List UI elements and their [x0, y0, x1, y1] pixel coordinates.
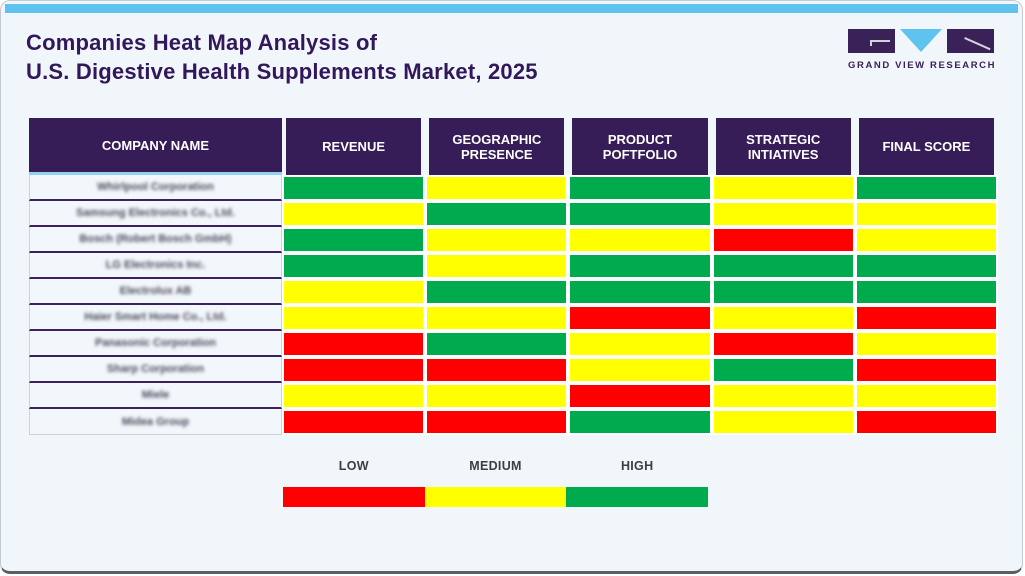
heat-cell-medium: [568, 331, 712, 357]
gvr-logo: GRAND VIEW RESEARCH: [848, 29, 997, 71]
heat-cell-medium: [711, 201, 855, 227]
company-cell: Sharp Corporation: [29, 357, 282, 383]
title-line-2: U.S. Digestive Health Supplements Market…: [26, 59, 538, 84]
heat-cell-low: [282, 331, 426, 357]
heat-cell-high: [425, 279, 569, 305]
column-header-1: REVENUE: [286, 118, 422, 175]
column-header-2: GEOGRAPHIC PRESENCE: [429, 118, 565, 175]
logo-letter-r-icon: [947, 29, 994, 53]
company-name: Bosch (Robert Bosch GmbH): [79, 233, 232, 245]
logo-letter-g-icon: [848, 29, 895, 53]
title-line-1: Companies Heat Map Analysis of: [26, 30, 378, 55]
heat-cell-medium: [425, 305, 569, 331]
page-title: Companies Heat Map Analysis of U.S. Dige…: [26, 28, 538, 86]
column-header-4: STRATEGIC INTIATIVES: [715, 118, 851, 175]
heat-cell-low: [425, 409, 569, 435]
legend-labels: LOW MEDIUM HIGH: [283, 459, 708, 473]
company-cell: Samsung Electronics Co., Ltd.: [29, 201, 282, 227]
heat-cell-low: [711, 227, 855, 253]
logo-wordmark: GRAND VIEW RESEARCH: [848, 60, 997, 71]
heat-cell-high: [568, 409, 712, 435]
legend: LOW MEDIUM HIGH: [283, 459, 709, 507]
heat-cell-high: [568, 279, 712, 305]
company-cell: Panasonic Corporation: [29, 331, 282, 357]
gvr-logo-marks: [848, 29, 994, 54]
heat-cell-low: [854, 305, 998, 331]
heat-cell-high: [425, 201, 569, 227]
heat-cell-low: [282, 357, 426, 383]
heat-cell-low: [425, 357, 569, 383]
heat-cell-high: [282, 227, 426, 253]
heat-cell-medium: [425, 253, 569, 279]
company-name: Sharp Corporation: [106, 363, 205, 375]
heat-cell-high: [854, 279, 998, 305]
company-name: Midea Group: [121, 415, 190, 428]
heat-cell-medium: [854, 331, 998, 357]
company-name: Panasonic Corporation: [94, 337, 217, 349]
heat-cell-medium: [282, 383, 426, 409]
heat-cell-medium: [711, 409, 855, 435]
heat-cell-medium: [711, 175, 855, 201]
heat-cell-medium: [854, 227, 998, 253]
heatmap-table: COMPANY NAME REVENUE GEOGRAPHIC PRESENCE PR…: [29, 118, 998, 435]
company-cell: Bosch (Robert Bosch GmbH): [29, 227, 282, 253]
heat-cell-low: [854, 409, 998, 435]
company-name: Whirlpool Corporation: [97, 181, 214, 193]
heat-cell-medium: [425, 227, 569, 253]
heat-cell-medium: [568, 227, 712, 253]
heat-cell-low: [568, 305, 712, 331]
company-name: Haier Smart Home Co., Ltd.: [84, 311, 227, 323]
heat-cell-medium: [282, 279, 426, 305]
company-cell: Whirlpool Corporation: [29, 175, 282, 201]
heat-cell-high: [854, 175, 998, 201]
heat-cell-high: [568, 253, 712, 279]
legend-label-high: HIGH: [620, 459, 654, 473]
heat-cell-low: [711, 331, 855, 357]
company-name: LG Electronics Inc.: [105, 259, 206, 271]
legend-swatch-low: [283, 487, 425, 507]
legend-label-medium: MEDIUM: [469, 459, 522, 473]
heat-cell-low: [282, 409, 426, 435]
heat-cell-low: [854, 357, 998, 383]
heat-cell-medium: [711, 383, 855, 409]
heat-cell-high: [568, 175, 712, 201]
company-name: Miele: [141, 389, 170, 401]
company-cell: Haier Smart Home Co., Ltd.: [29, 305, 282, 331]
heat-cell-medium: [425, 383, 569, 409]
column-header-5: FINAL SCORE: [858, 118, 994, 175]
heat-cell-medium: [425, 175, 569, 201]
heat-cell-high: [711, 279, 855, 305]
heat-cell-medium: [282, 201, 426, 227]
heat-cell-medium: [711, 305, 855, 331]
company-cell: Electrolux AB: [29, 279, 282, 305]
column-header-3: PRODUCT POFTFOLIO: [572, 118, 708, 175]
legend-label-low: LOW: [338, 459, 369, 473]
company-cell: LG Electronics Inc.: [29, 253, 282, 279]
company-name: Electrolux AB: [119, 285, 192, 297]
company-cell: Miele: [29, 383, 282, 409]
heat-cell-high: [568, 201, 712, 227]
heat-cell-high: [711, 357, 855, 383]
heat-cell-high: [854, 253, 998, 279]
legend-swatch-high: [566, 487, 709, 507]
top-accent-bar: [5, 4, 1018, 13]
heat-cell-low: [568, 383, 712, 409]
heat-cell-medium: [854, 201, 998, 227]
heat-cell-high: [282, 253, 426, 279]
legend-color-bar: [283, 487, 709, 507]
company-cell: Midea Group: [29, 409, 282, 435]
company-name: Samsung Electronics Co., Ltd.: [76, 207, 235, 219]
heat-cell-medium: [854, 383, 998, 409]
logo-letter-v-icon: [900, 29, 942, 52]
heat-cell-medium: [568, 357, 712, 383]
heat-cell-high: [282, 175, 426, 201]
heat-cell-high: [711, 253, 855, 279]
heat-cell-high: [425, 331, 569, 357]
legend-swatch-medium: [424, 487, 567, 507]
column-header-company: COMPANY NAME: [29, 118, 282, 175]
heat-cell-medium: [282, 305, 426, 331]
